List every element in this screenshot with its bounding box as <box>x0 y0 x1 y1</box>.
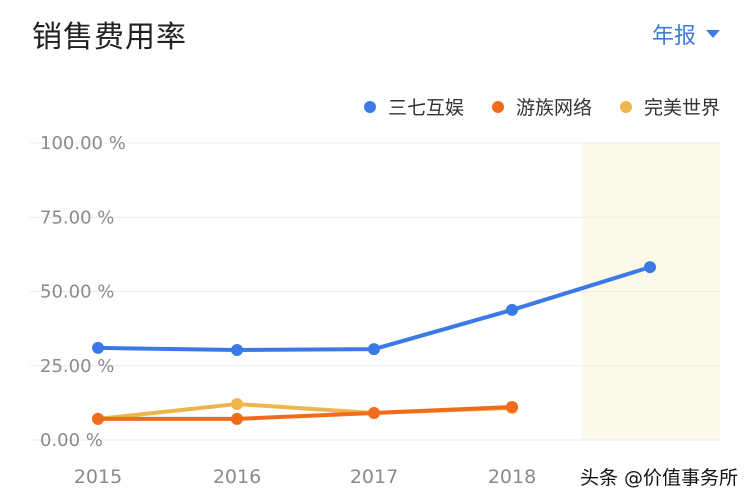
y-tick-label: 25.00 % <box>40 356 114 377</box>
y-tick-label: 75.00 % <box>40 207 114 228</box>
data-point[interactable] <box>644 261 656 274</box>
period-dropdown[interactable]: 年报 <box>652 18 720 50</box>
legend-dot-icon <box>619 100 632 113</box>
legend-dot-icon <box>363 100 376 113</box>
y-tick-label: 0.00 % <box>40 430 103 451</box>
data-point[interactable] <box>368 406 380 419</box>
data-point[interactable] <box>506 303 518 316</box>
legend-dot-icon <box>491 100 504 113</box>
period-label: 年报 <box>651 24 696 49</box>
watermark: 头条 @价值事务所 <box>580 467 739 489</box>
caret-down-icon <box>706 30 720 38</box>
data-point[interactable] <box>231 412 243 425</box>
data-point[interactable] <box>231 398 243 411</box>
data-point[interactable] <box>231 344 243 357</box>
legend-label: 完美世界 <box>643 97 720 119</box>
y-tick-label: 100.00 % <box>40 133 126 154</box>
legend-label: 三七互娱 <box>387 97 464 119</box>
x-tick-label: 2016 <box>213 466 261 488</box>
data-point[interactable] <box>506 401 518 414</box>
chart-legend: 三七互娱 游族网络 完美世界 <box>363 93 720 120</box>
x-tick-label: 2015 <box>74 466 122 488</box>
y-tick-label: 50.00 % <box>40 282 114 303</box>
x-tick-label: 2017 <box>350 466 398 488</box>
page-title: 销售费用率 <box>32 20 187 55</box>
series-1 <box>92 401 518 425</box>
legend-item-sanqi[interactable]: 三七互娱 <box>363 93 464 120</box>
data-point[interactable] <box>368 343 380 356</box>
legend-item-perfect-world[interactable]: 完美世界 <box>619 93 720 120</box>
data-point[interactable] <box>92 341 104 354</box>
series-0 <box>92 261 656 357</box>
data-point[interactable] <box>92 412 104 425</box>
legend-label: 游族网络 <box>515 97 592 119</box>
x-tick-label: 2018 <box>488 466 536 488</box>
legend-item-youzu[interactable]: 游族网络 <box>491 93 592 120</box>
